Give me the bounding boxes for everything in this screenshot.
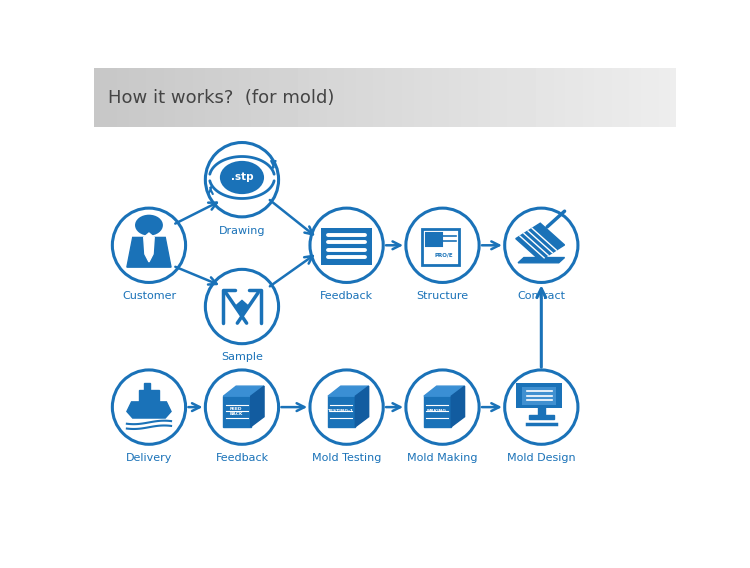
Ellipse shape: [406, 370, 479, 444]
Polygon shape: [127, 402, 171, 418]
Circle shape: [135, 215, 163, 236]
Polygon shape: [516, 223, 565, 260]
Text: Contract: Contract: [518, 291, 566, 301]
FancyBboxPatch shape: [321, 228, 372, 265]
Text: TESTING-1: TESTING-1: [328, 410, 354, 414]
Text: Sample: Sample: [221, 352, 263, 362]
Text: Mold Testing: Mold Testing: [312, 453, 381, 463]
Ellipse shape: [206, 370, 278, 444]
Ellipse shape: [310, 208, 383, 282]
Polygon shape: [328, 386, 369, 396]
Text: FEED
BACK: FEED BACK: [230, 407, 243, 416]
Polygon shape: [127, 237, 171, 267]
Text: Customer: Customer: [122, 291, 176, 301]
Ellipse shape: [206, 143, 278, 217]
Text: PRO/E: PRO/E: [434, 252, 453, 257]
FancyBboxPatch shape: [521, 387, 556, 405]
Text: Delivery: Delivery: [126, 453, 172, 463]
Polygon shape: [424, 386, 464, 396]
Text: Structure: Structure: [416, 291, 469, 301]
Polygon shape: [144, 383, 150, 390]
Polygon shape: [452, 386, 464, 427]
Text: Feedback: Feedback: [320, 291, 374, 301]
Polygon shape: [144, 233, 154, 262]
Ellipse shape: [505, 208, 578, 282]
Text: Feedback: Feedback: [215, 453, 268, 463]
FancyBboxPatch shape: [426, 233, 442, 246]
Polygon shape: [224, 386, 264, 396]
Text: How it works?  (for mold): How it works? (for mold): [108, 89, 334, 107]
Ellipse shape: [206, 269, 278, 344]
Text: Mold Making: Mold Making: [407, 453, 478, 463]
Polygon shape: [139, 390, 160, 402]
Ellipse shape: [112, 370, 185, 444]
Polygon shape: [328, 396, 356, 427]
Text: Drawing: Drawing: [219, 225, 266, 236]
Text: MAKING: MAKING: [427, 410, 447, 414]
Polygon shape: [356, 386, 369, 427]
Polygon shape: [251, 386, 264, 427]
Text: .stp: .stp: [231, 173, 254, 182]
Ellipse shape: [505, 370, 578, 444]
Polygon shape: [529, 415, 554, 419]
Polygon shape: [235, 300, 249, 312]
Circle shape: [220, 161, 264, 194]
Polygon shape: [518, 257, 565, 263]
Polygon shape: [424, 396, 451, 427]
FancyBboxPatch shape: [422, 229, 459, 265]
Ellipse shape: [406, 208, 479, 282]
Text: Mold Design: Mold Design: [507, 453, 576, 463]
FancyBboxPatch shape: [516, 383, 562, 408]
Ellipse shape: [310, 370, 383, 444]
Ellipse shape: [112, 208, 185, 282]
Polygon shape: [538, 407, 544, 415]
Polygon shape: [224, 396, 251, 427]
